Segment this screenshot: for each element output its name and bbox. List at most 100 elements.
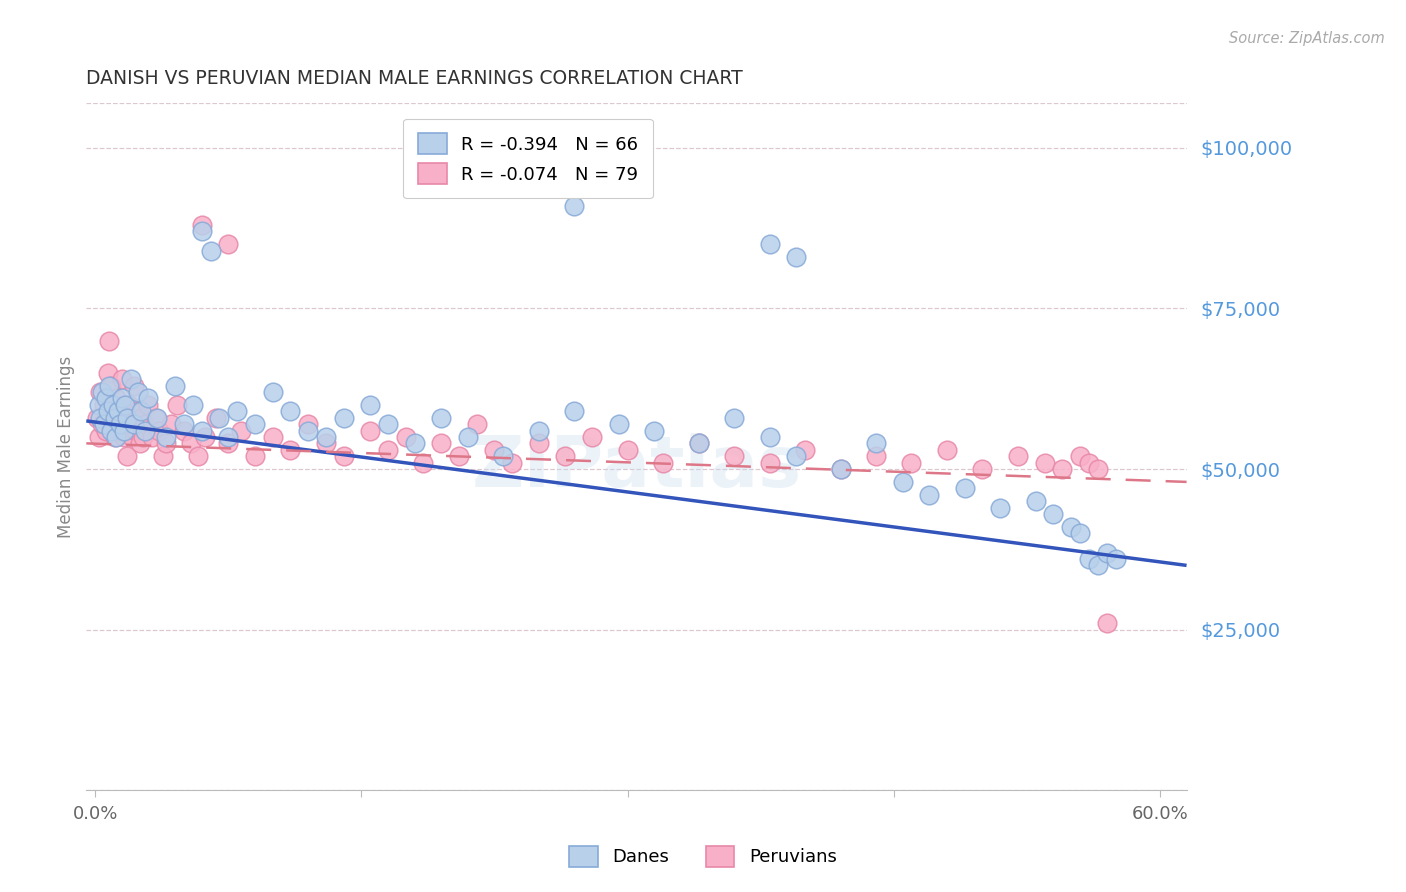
Point (173, 424, 195, 438)
Point (97, 366, 120, 380)
Point (163, 378, 186, 392)
Point (1025, 494, 1047, 508)
Point (104, 410, 127, 425)
Point (131, 404, 153, 418)
Point (359, 398, 381, 412)
Point (297, 417, 319, 431)
Point (430, 410, 453, 425)
Point (918, 488, 941, 502)
Point (155, 430, 177, 444)
Point (891, 475, 914, 489)
Point (936, 442, 959, 457)
Point (359, 424, 381, 438)
Point (112, 424, 135, 438)
Point (226, 404, 249, 418)
Point (688, 436, 710, 450)
Point (1078, 456, 1101, 470)
Point (94, 392, 117, 406)
Point (127, 384, 149, 399)
Point (616, 442, 638, 457)
Text: ZIPatlas: ZIPatlas (471, 433, 801, 501)
Point (652, 456, 675, 470)
Point (243, 417, 266, 431)
Legend: Danes, Peruvians: Danes, Peruvians (562, 838, 844, 874)
Point (457, 430, 479, 444)
Point (1007, 449, 1029, 463)
Point (138, 398, 160, 412)
Point (132, 430, 155, 444)
Point (527, 436, 550, 450)
Point (200, 244, 222, 258)
Point (217, 237, 239, 252)
Point (404, 436, 426, 450)
Point (181, 398, 204, 412)
Point (332, 449, 354, 463)
Point (280, 442, 302, 457)
Point (166, 398, 188, 412)
Point (125, 424, 148, 438)
Point (688, 436, 710, 450)
Point (554, 449, 576, 463)
Point (395, 430, 418, 444)
Point (134, 417, 156, 431)
Point (332, 410, 354, 425)
Point (377, 417, 399, 431)
Point (229, 424, 252, 438)
Point (98, 334, 121, 348)
Point (217, 436, 239, 450)
Point (1087, 462, 1109, 476)
Point (104, 430, 127, 444)
Point (155, 436, 177, 450)
Point (138, 392, 160, 406)
Point (120, 410, 142, 425)
Point (280, 404, 302, 418)
Point (262, 384, 284, 399)
Point (107, 424, 129, 438)
Point (173, 417, 195, 431)
Point (581, 430, 603, 444)
Point (87, 430, 110, 444)
Point (91, 384, 114, 399)
Point (1069, 526, 1091, 541)
Point (86, 410, 108, 425)
Point (190, 218, 212, 232)
Point (830, 462, 852, 476)
Point (152, 449, 174, 463)
Point (758, 430, 780, 444)
Point (1042, 507, 1064, 521)
Point (93, 417, 115, 431)
Point (89, 410, 111, 425)
Point (127, 404, 149, 418)
Point (114, 398, 136, 412)
Point (190, 224, 212, 238)
Point (145, 410, 167, 425)
Point (190, 424, 212, 438)
Point (953, 481, 976, 495)
Point (723, 449, 745, 463)
Point (93, 398, 115, 412)
Point (131, 410, 153, 425)
Point (1052, 462, 1074, 476)
Point (134, 424, 156, 438)
Point (111, 392, 134, 406)
Point (243, 449, 266, 463)
Point (101, 410, 124, 425)
Point (1078, 552, 1101, 566)
Point (107, 404, 129, 418)
Point (121, 430, 143, 444)
Point (87, 398, 110, 412)
Point (114, 417, 136, 431)
Point (492, 449, 515, 463)
Point (194, 430, 217, 444)
Point (900, 456, 922, 470)
Point (830, 462, 852, 476)
Point (1095, 545, 1118, 559)
Point (217, 430, 239, 444)
Point (262, 430, 284, 444)
Point (1060, 520, 1083, 534)
Point (447, 449, 470, 463)
Text: DANISH VS PERUVIAN MEDIAN MALE EARNINGS CORRELATION CHART: DANISH VS PERUVIAN MEDIAN MALE EARNINGS … (86, 69, 742, 87)
Point (112, 430, 135, 444)
Point (1104, 552, 1126, 566)
Point (412, 456, 434, 470)
